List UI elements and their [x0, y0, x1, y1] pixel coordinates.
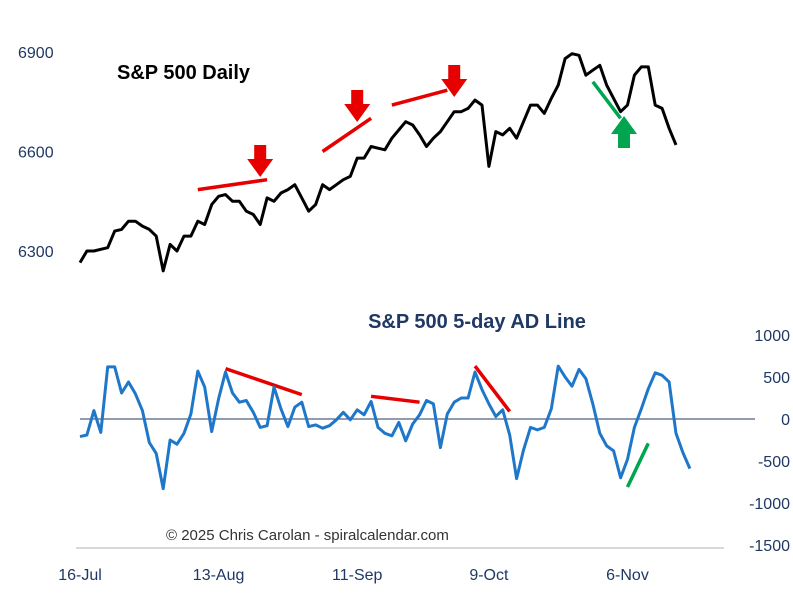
bottom-chart-title: S&P 500 5-day AD Line [368, 311, 586, 333]
down-arrow-red [441, 65, 468, 97]
top-y-tick-label: 6600 [18, 145, 54, 162]
x-axis-label: 6-Nov [606, 567, 649, 584]
top-panel: S&P 500 Daily 6900 6600 6300 [18, 45, 678, 273]
top-arrows [247, 65, 638, 177]
bottom-trendline [473, 365, 512, 413]
top-trendline [321, 116, 373, 153]
bottom-panel: S&P 500 5-day AD Line 1000 500 0 -500 -1000 -… [79, 311, 790, 555]
bottom-y-tick-label: -1000 [749, 496, 790, 513]
bottom-y-tick-label: 1000 [754, 328, 790, 345]
sp500-price-line [78, 52, 678, 273]
top-y-tick-label: 6300 [18, 244, 54, 261]
bottom-y-tick-label: 0 [781, 412, 790, 429]
bottom-trendlines [224, 365, 650, 488]
up-arrow-green [611, 116, 638, 148]
credit-text: © 2025 Chris Carolan - spiralcalendar.co… [166, 527, 449, 544]
bottom-y-tick-label: -1500 [749, 538, 790, 555]
bottom-y-tick-label: 500 [763, 370, 790, 387]
x-axis-label: 9-Oct [469, 567, 509, 584]
down-arrow-red [344, 90, 371, 122]
bottom-y-ticks: 1000 500 0 -500 -1000 -1500 [749, 328, 790, 555]
x-axis-label: 11-Sep [332, 567, 383, 584]
bottom-trendline [370, 394, 420, 404]
ad-line [79, 364, 692, 491]
top-y-tick-label: 6900 [18, 45, 54, 62]
bottom-trendline [224, 366, 303, 397]
top-chart-title: S&P 500 Daily [117, 62, 251, 84]
top-y-ticks: 6900 6600 6300 [18, 45, 54, 261]
x-axis-labels: 16-Jul 13-Aug 11-Sep 9-Oct 6-Nov [58, 567, 649, 584]
down-arrow-red [247, 145, 274, 177]
top-trendlines [197, 80, 622, 192]
top-trendline [197, 177, 268, 192]
x-axis-label: 16-Jul [58, 567, 102, 584]
x-axis-label: 13-Aug [193, 567, 245, 584]
bottom-trendline [625, 442, 650, 488]
top-trendline [391, 88, 448, 107]
bottom-y-tick-label: -500 [758, 454, 790, 471]
top-trendline [591, 80, 622, 120]
